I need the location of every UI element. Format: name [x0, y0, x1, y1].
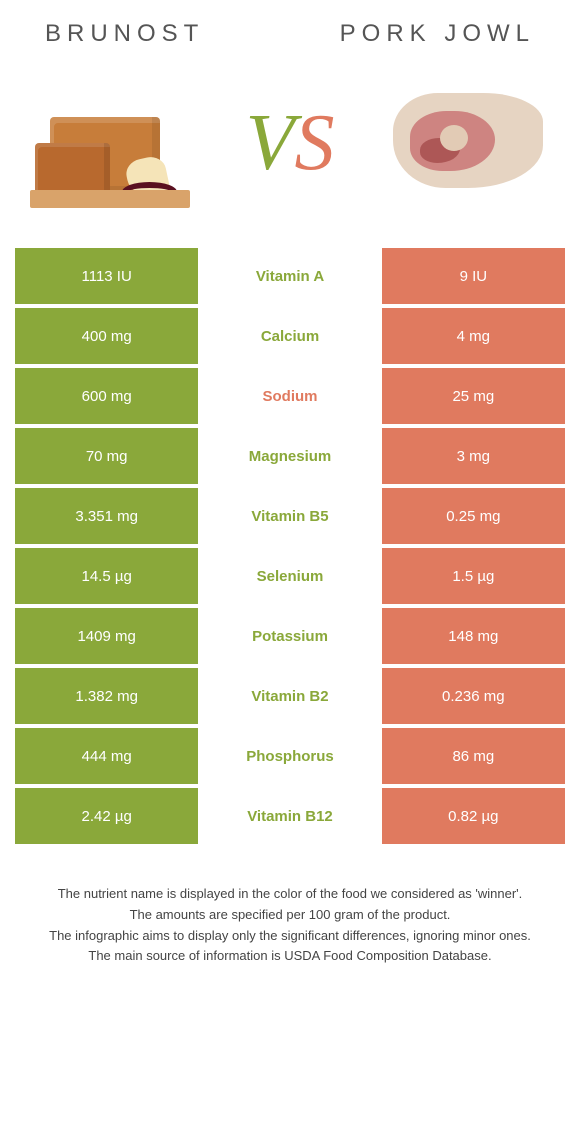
table-row: 1.382 mgVitamin B20.236 mg: [15, 668, 565, 724]
meat-illustration: [385, 83, 555, 203]
table-row: 1113 IUVitamin A9 IU: [15, 248, 565, 304]
right-value: 9 IU: [382, 248, 565, 304]
right-value: 3 mg: [382, 428, 565, 484]
left-value: 400 mg: [15, 308, 198, 364]
left-value: 600 mg: [15, 368, 198, 424]
left-value: 2.42 µg: [15, 788, 198, 844]
left-value: 1113 IU: [15, 248, 198, 304]
right-value: 86 mg: [382, 728, 565, 784]
right-food-image: [385, 68, 555, 218]
right-value: 25 mg: [382, 368, 565, 424]
left-value: 1.382 mg: [15, 668, 198, 724]
table-row: 444 mgPhosphorus86 mg: [15, 728, 565, 784]
right-value: 1.5 µg: [382, 548, 565, 604]
nutrient-label: Calcium: [198, 308, 381, 364]
vs-s: S: [294, 99, 334, 187]
nutrient-label: Selenium: [198, 548, 381, 604]
vs-v: V: [246, 99, 295, 187]
footnote-line: The main source of information is USDA F…: [35, 946, 545, 967]
table-row: 3.351 mgVitamin B50.25 mg: [15, 488, 565, 544]
cheese-illustration: [25, 68, 195, 218]
right-value: 148 mg: [382, 608, 565, 664]
table-row: 1409 mgPotassium148 mg: [15, 608, 565, 664]
left-value: 1409 mg: [15, 608, 198, 664]
right-value: 0.236 mg: [382, 668, 565, 724]
table-row: 70 mgMagnesium3 mg: [15, 428, 565, 484]
infographic-container: Brunost Pork jowl VS 1113 IUVitamin A9: [0, 0, 580, 987]
footnote-line: The nutrient name is displayed in the co…: [35, 884, 545, 905]
nutrient-label: Sodium: [198, 368, 381, 424]
right-value: 4 mg: [382, 308, 565, 364]
nutrient-label: Potassium: [198, 608, 381, 664]
nutrient-label: Vitamin B5: [198, 488, 381, 544]
left-food-image: [25, 68, 195, 218]
table-row: 14.5 µgSelenium1.5 µg: [15, 548, 565, 604]
right-food-title: Pork jowl: [340, 20, 535, 48]
nutrient-label: Vitamin B12: [198, 788, 381, 844]
left-food-title: Brunost: [45, 20, 204, 48]
title-row: Brunost Pork jowl: [15, 20, 565, 48]
table-row: 2.42 µgVitamin B120.82 µg: [15, 788, 565, 844]
nutrient-label: Vitamin B2: [198, 668, 381, 724]
nutrient-table: 1113 IUVitamin A9 IU400 mgCalcium4 mg600…: [15, 248, 565, 844]
right-value: 0.82 µg: [382, 788, 565, 844]
footnote-line: The infographic aims to display only the…: [35, 926, 545, 947]
table-row: 600 mgSodium25 mg: [15, 368, 565, 424]
nutrient-label: Vitamin A: [198, 248, 381, 304]
left-value: 444 mg: [15, 728, 198, 784]
nutrient-label: Phosphorus: [198, 728, 381, 784]
footnote-line: The amounts are specified per 100 gram o…: [35, 905, 545, 926]
left-value: 14.5 µg: [15, 548, 198, 604]
hero-row: VS: [15, 68, 565, 218]
left-value: 70 mg: [15, 428, 198, 484]
left-value: 3.351 mg: [15, 488, 198, 544]
right-value: 0.25 mg: [382, 488, 565, 544]
footnote: The nutrient name is displayed in the co…: [15, 884, 565, 967]
vs-label: VS: [246, 103, 335, 183]
table-row: 400 mgCalcium4 mg: [15, 308, 565, 364]
nutrient-label: Magnesium: [198, 428, 381, 484]
